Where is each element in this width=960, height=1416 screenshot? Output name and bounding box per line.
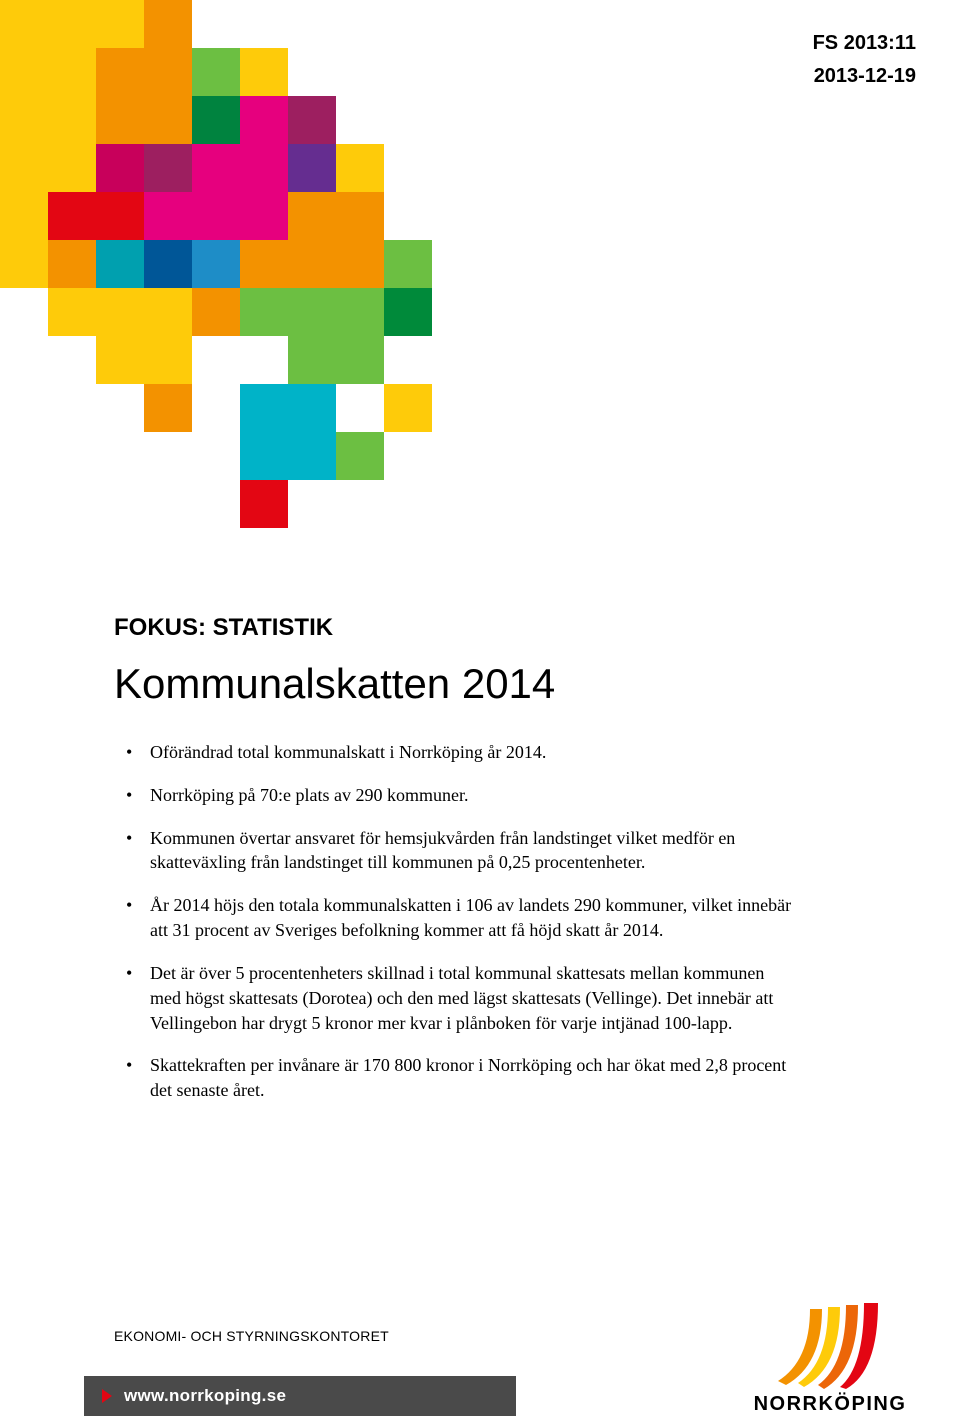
mosaic-square [336,144,384,192]
bullet-item: Kommunen övertar ansvaret för hemsjukvår… [114,826,794,876]
mosaic-square [288,192,384,288]
mosaic-square [384,240,432,288]
mosaic-square [0,240,48,288]
mosaic-square [192,288,240,336]
mosaic-square [240,48,288,96]
arrow-icon [102,1389,112,1403]
mosaic-square [288,288,384,384]
mosaic-square [0,0,96,96]
mosaic-square [144,0,192,48]
section-label: FOKUS: STATISTIK [114,614,794,642]
mosaic-square [192,144,288,240]
mosaic-square [240,288,288,336]
mosaic-square [48,192,96,240]
mosaic-square [144,384,192,432]
norrkoping-logo-icon [770,1301,890,1389]
mosaic-square [144,240,192,288]
mosaic-square [96,144,144,192]
mosaic-square [96,240,144,288]
mosaic-square [240,480,288,528]
footer-logo: NORRKÖPING [740,1301,920,1416]
page: FS 2013:11 2013-12-19 FOKUS: STATISTIK K… [0,0,960,1416]
mosaic-square [384,384,432,432]
mosaic-square [192,96,240,144]
main-content: FOKUS: STATISTIK Kommunalskatten 2014 Of… [114,614,794,1121]
mosaic-square [0,96,96,192]
footer-url: www.norrkoping.se [124,1386,286,1406]
document-title: Kommunalskatten 2014 [114,660,794,708]
logo-text: NORRKÖPING [740,1393,920,1416]
mosaic-square [240,96,288,144]
mosaic-square [96,0,144,48]
bullet-item: Norrköping på 70:e plats av 290 kommuner… [114,783,794,808]
mosaic-square [384,288,432,336]
bullet-item: År 2014 höjs den totala kommunalskatten … [114,893,794,943]
bullet-list: Oförändrad total kommunalskatt i Norrköp… [114,740,794,1103]
mosaic-square [192,240,240,288]
mosaic-square [336,432,384,480]
mosaic-square [192,48,240,96]
document-date: 2013-12-19 [813,65,916,88]
mosaic-square [48,240,96,288]
mosaic-square [96,192,144,240]
mosaic-square [0,192,48,240]
mosaic-square [144,192,192,240]
mosaic-square [288,96,336,144]
mosaic-square [288,144,336,192]
mosaic-square [240,384,336,480]
mosaic-square [240,240,288,288]
bullet-item: Skattekraften per invånare är 170 800 kr… [114,1053,794,1103]
footer-url-bar: www.norrkoping.se [84,1376,516,1416]
mosaic-graphic [0,0,510,545]
mosaic-square [96,288,192,384]
document-id: FS 2013:11 [813,32,916,55]
bullet-item: Det är över 5 procentenheters skillnad i… [114,961,794,1035]
mosaic-square [96,48,192,144]
footer-department: EKONOMI- OCH STYRNINGSKONTORET [114,1328,389,1344]
mosaic-square [48,288,96,336]
mosaic-square [144,144,192,192]
header-meta: FS 2013:11 2013-12-19 [813,32,916,88]
bullet-item: Oförändrad total kommunalskatt i Norrköp… [114,740,794,765]
